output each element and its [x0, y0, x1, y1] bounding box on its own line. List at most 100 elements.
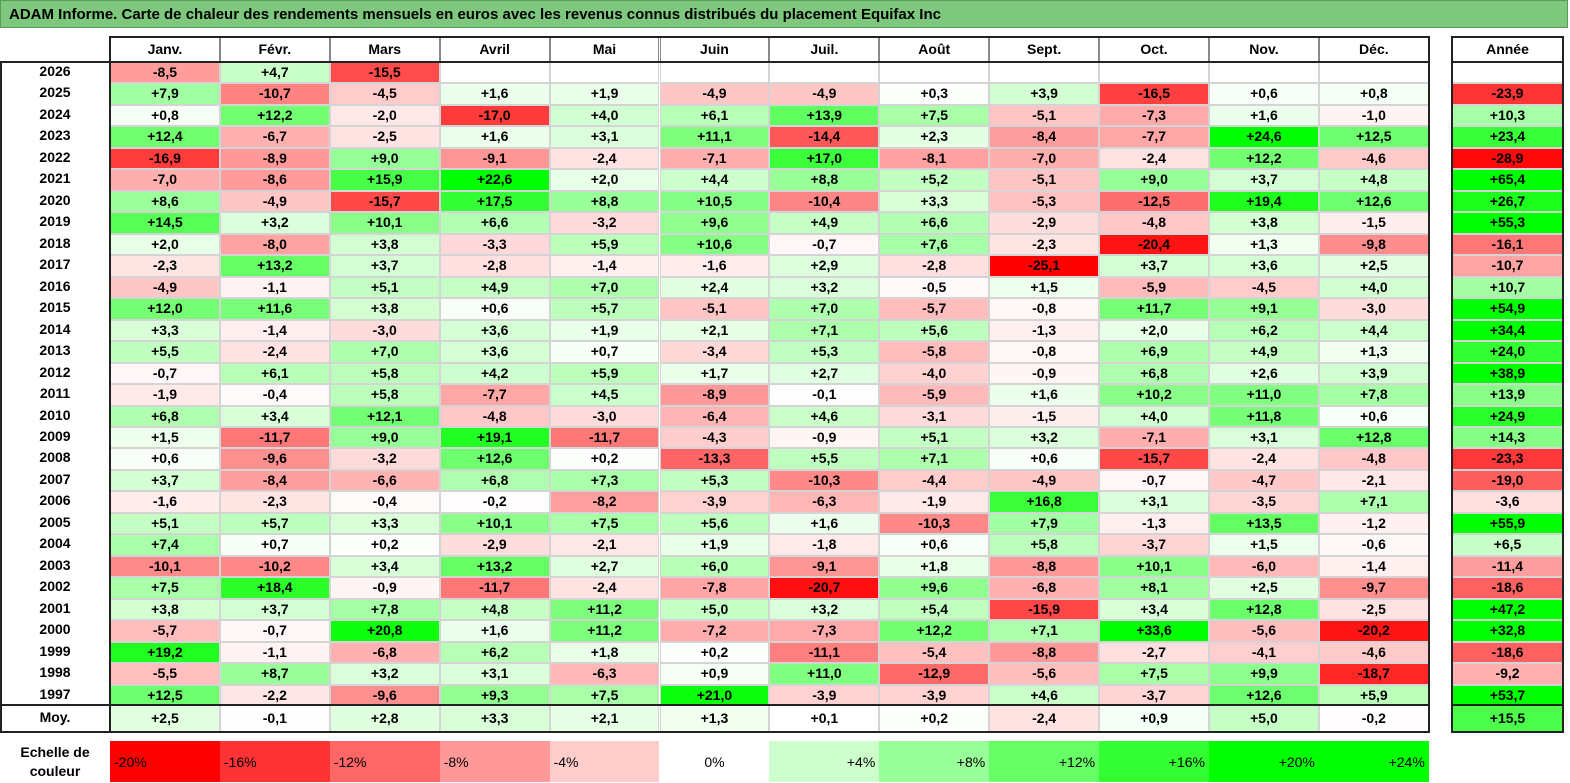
heat-cell-1998-6: +11,0: [769, 663, 880, 685]
heat-cell-2012-8: -0,9: [989, 362, 1100, 385]
heat-cell-2008-3: +12,6: [439, 448, 550, 470]
heat-cell-2007-3: +6,8: [439, 469, 550, 492]
heat-cell-2012-4: +5,9: [549, 362, 660, 385]
heat-cell-2013-7: -5,8: [879, 341, 990, 363]
heat-cell-2003-6: -9,1: [769, 555, 880, 578]
heat-cell-2018-9: -20,4: [1099, 233, 1209, 256]
heat-cell-2012-0: -0,7: [110, 362, 220, 385]
heat-cell-2009-9: -7,1: [1099, 426, 1209, 449]
heat-cell-2015-2: +3,8: [329, 298, 440, 320]
heat-cell-2011-4: +4,5: [549, 384, 660, 406]
heat-cell-2026-11: [1318, 62, 1429, 84]
year-total-2009: +14,3: [1452, 426, 1563, 449]
year-total-2014: +34,4: [1452, 319, 1563, 342]
heat-cell-1997-5: +21,0: [659, 684, 770, 707]
heat-cell-2015-4: +5,7: [549, 298, 660, 320]
heat-cell-2004-9: -3,7: [1099, 534, 1209, 556]
avg-cell-7: +0,2: [879, 705, 990, 732]
heat-cell-2005-2: +3,3: [329, 512, 440, 535]
heat-cell-2018-6: -0,7: [769, 233, 880, 256]
year-total-2005: +55,9: [1452, 512, 1563, 535]
heat-cell-1999-1: -1,1: [219, 641, 330, 664]
heat-cell-2005-7: -10,3: [879, 512, 990, 535]
heat-cell-2025-11: +0,8: [1318, 83, 1429, 105]
heat-cell-2025-7: +0,3: [879, 83, 990, 105]
heat-cell-1998-5: +0,9: [659, 663, 770, 685]
heat-cell-2010-5: -6,4: [659, 405, 770, 427]
year-total-2011: +13,9: [1452, 384, 1563, 406]
year-total-2022: -28,9: [1452, 147, 1563, 170]
heat-cell-2015-10: +9,1: [1209, 298, 1319, 320]
row-label-2020: 2020: [0, 190, 110, 213]
heat-cell-2007-0: +3,7: [110, 469, 220, 492]
heat-cell-2010-10: +11,8: [1209, 405, 1319, 427]
heat-cell-2017-5: -1,6: [659, 255, 770, 277]
heat-cell-1998-3: +3,1: [439, 663, 550, 685]
heat-cell-1999-9: -2,7: [1099, 641, 1209, 664]
heat-cell-2022-10: +12,2: [1209, 147, 1319, 170]
heat-cell-2000-5: -7,2: [659, 620, 770, 642]
heat-cell-2008-5: -13,3: [659, 448, 770, 470]
heat-cell-2022-11: -4,6: [1318, 147, 1429, 170]
heat-cell-2012-10: +2,6: [1209, 362, 1319, 385]
heat-cell-2020-9: -12,5: [1099, 190, 1209, 213]
heat-cell-2003-9: +10,1: [1099, 555, 1209, 578]
row-label-1998: 1998: [0, 663, 110, 685]
heat-cell-2026-10: [1209, 62, 1319, 84]
row-label-2014: 2014: [0, 319, 110, 342]
heat-cell-2018-8: -2,3: [989, 233, 1100, 256]
heat-cell-2017-8: -25,1: [989, 255, 1100, 277]
heat-cell-2023-7: +2,3: [879, 126, 990, 148]
heat-cell-2010-4: -3,0: [549, 405, 660, 427]
row-label-2012: 2012: [0, 362, 110, 385]
heat-cell-2014-0: +3,3: [110, 319, 220, 342]
heat-cell-2021-4: +2,0: [549, 169, 660, 191]
heat-cell-2001-7: +5,4: [879, 598, 990, 621]
heat-cell-2003-11: -1,4: [1318, 555, 1429, 578]
row-label-2015: 2015: [0, 298, 110, 320]
heat-cell-2010-1: +3,4: [219, 405, 330, 427]
heat-cell-2006-11: +7,1: [1318, 491, 1429, 513]
heat-cell-2017-2: +3,7: [329, 255, 440, 277]
heat-cell-2012-3: +4,2: [439, 362, 550, 385]
year-total-2013: +24,0: [1452, 341, 1563, 363]
row-label-2007: 2007: [0, 469, 110, 492]
heat-cell-2025-5: -4,9: [659, 83, 770, 105]
heat-cell-2026-2: -15,5: [329, 62, 440, 84]
scale-step-7: +8%: [879, 741, 990, 782]
heat-cell-2026-6: [769, 62, 880, 84]
heat-cell-2024-4: +4,0: [549, 104, 660, 127]
heat-cell-1998-4: -6,3: [549, 663, 660, 685]
year-total-2015: +54,9: [1452, 298, 1563, 320]
heat-cell-2010-7: -3,1: [879, 405, 990, 427]
heat-cell-2005-0: +5,1: [110, 512, 220, 535]
heat-cell-2014-11: +4,4: [1318, 319, 1429, 342]
avg-cell-2: +2,8: [329, 705, 440, 732]
heat-cell-1999-7: -5,4: [879, 641, 990, 664]
heat-cell-2007-7: -4,4: [879, 469, 990, 492]
avg-cell-9: +0,9: [1099, 705, 1209, 732]
heat-cell-2016-10: -4,5: [1209, 276, 1319, 299]
scale-step-8: +12%: [989, 741, 1100, 782]
heat-cell-2025-6: -4,9: [769, 83, 880, 105]
heat-cell-1997-9: -3,7: [1099, 684, 1209, 707]
heat-cell-2012-11: +3,9: [1318, 362, 1429, 385]
heat-cell-2024-6: +13,9: [769, 104, 880, 127]
heat-cell-1998-11: -18,7: [1318, 663, 1429, 685]
heat-cell-2026-4: [549, 62, 660, 84]
heat-cell-2020-3: +17,5: [439, 190, 550, 213]
heat-cell-2008-10: -2,4: [1209, 448, 1319, 470]
heat-cell-2025-3: +1,6: [439, 83, 550, 105]
avg-cell-10: +5,0: [1209, 705, 1319, 732]
row-label-2018: 2018: [0, 233, 110, 256]
year-total-2004: +6,5: [1452, 534, 1563, 556]
heat-cell-2023-6: -14,4: [769, 126, 880, 148]
avg-cell-1: -0,1: [219, 705, 330, 732]
avg-year-total: +15,5: [1452, 705, 1563, 732]
month-header-5: Juin: [659, 37, 770, 62]
heat-cell-2021-1: -8,6: [219, 169, 330, 191]
heat-cell-2014-2: -3,0: [329, 319, 440, 342]
heat-cell-2015-3: +0,6: [439, 298, 550, 320]
heat-cell-2002-9: +8,1: [1099, 577, 1209, 599]
heat-cell-2022-8: -7,0: [989, 147, 1100, 170]
